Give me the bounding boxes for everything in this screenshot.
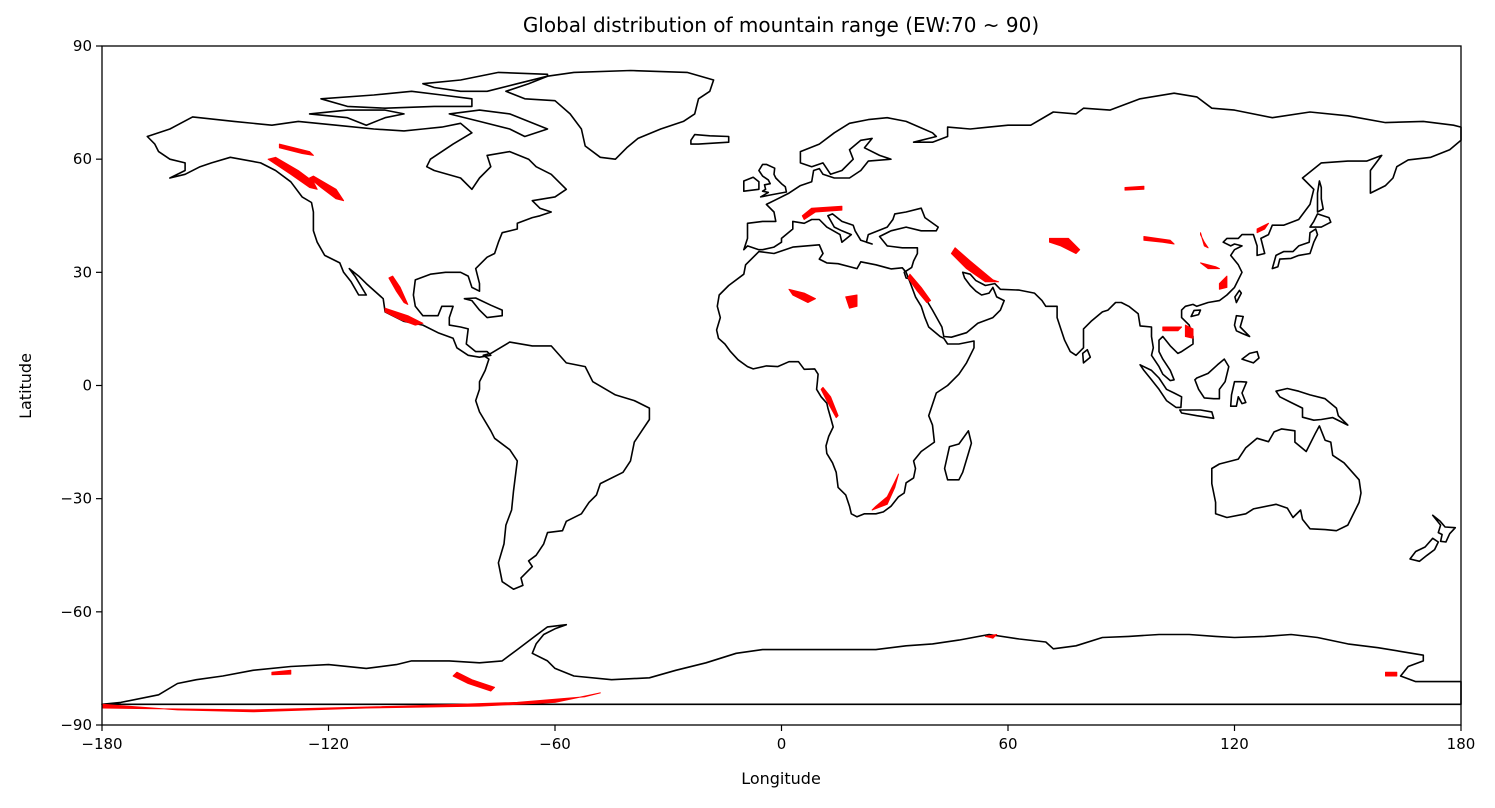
axis-ticks: −180 −120 −60 0 60 120 180 −90 −60 −30 0 30 60 90 <box>60 37 1475 753</box>
y-tick-label: −90 <box>60 716 92 734</box>
coastline <box>1316 180 1324 213</box>
mountain-range <box>267 156 318 190</box>
mountain-range <box>1124 185 1145 191</box>
coastline <box>1431 514 1457 543</box>
mountain-range <box>388 275 409 305</box>
coastline-layer <box>101 69 1462 706</box>
coastline <box>320 90 473 109</box>
coastline <box>1234 289 1243 304</box>
coastline <box>1211 425 1362 532</box>
coastline <box>1275 387 1349 426</box>
coastline <box>1241 350 1260 364</box>
mountain-range <box>1218 275 1228 290</box>
coastline <box>758 163 788 198</box>
mountain-range <box>1184 324 1194 339</box>
coastline <box>1233 314 1251 338</box>
y-axis-label: Latitude <box>16 353 35 419</box>
coastline <box>1179 409 1215 420</box>
mountain-range <box>271 669 292 676</box>
coastline <box>742 176 760 192</box>
coastline <box>742 92 1462 382</box>
coastline <box>715 244 975 518</box>
coastline <box>943 429 973 481</box>
x-tick-label: 60 <box>998 735 1017 753</box>
coastline <box>308 109 405 126</box>
y-tick-label: 30 <box>73 263 92 281</box>
mountain-range <box>1200 262 1220 270</box>
coastline <box>474 341 651 591</box>
coastline <box>1271 228 1319 270</box>
mountain-range <box>384 307 424 326</box>
mountain-range <box>1200 232 1209 249</box>
y-tick-label: 90 <box>73 37 92 55</box>
x-tick-label: 0 <box>777 735 787 753</box>
mountain-range <box>907 273 932 303</box>
coastline <box>1229 380 1248 408</box>
mountain-range <box>984 634 998 639</box>
mountain-range <box>1143 236 1175 245</box>
mountain-range <box>101 692 601 713</box>
coastline <box>1190 309 1202 318</box>
mountain-range <box>452 671 496 692</box>
coastline <box>1139 363 1183 409</box>
coastline <box>1194 358 1230 400</box>
x-axis-label: Longitude <box>741 769 821 788</box>
coastline <box>1409 537 1440 563</box>
mountain-range <box>801 205 843 220</box>
mountain-range <box>871 473 899 511</box>
x-tick-label: 120 <box>1220 735 1249 753</box>
y-tick-label: 0 <box>82 377 92 395</box>
coastline <box>101 623 1462 706</box>
coastline <box>448 109 549 138</box>
coastline <box>1081 348 1092 364</box>
coastline <box>146 116 568 359</box>
mountain-range <box>1385 671 1398 677</box>
mountain-range <box>278 143 314 156</box>
mountain-range <box>309 175 345 202</box>
mountain-range <box>845 294 858 309</box>
y-tick-label: 60 <box>73 150 92 168</box>
x-tick-label: −60 <box>539 735 571 753</box>
coastline <box>463 297 504 319</box>
mountain-range <box>788 288 816 303</box>
x-tick-label: −180 <box>81 735 122 753</box>
mountain-range <box>1162 326 1183 332</box>
mountain-range <box>1049 237 1081 254</box>
mountain-range <box>820 386 839 419</box>
coastline <box>505 69 715 160</box>
coastline <box>422 71 549 93</box>
y-tick-label: −30 <box>60 490 92 508</box>
plot-frame <box>101 45 1462 726</box>
mountain-range <box>950 247 1000 283</box>
x-tick-label: 180 <box>1447 735 1476 753</box>
chart-title: Global distribution of mountain range (E… <box>523 13 1039 37</box>
mountain-range <box>1256 222 1269 234</box>
coastline <box>690 133 730 145</box>
x-tick-label: −120 <box>308 735 349 753</box>
mountain-range-layer <box>101 143 1398 713</box>
coastline <box>1309 213 1332 228</box>
y-tick-label: −60 <box>60 603 92 621</box>
